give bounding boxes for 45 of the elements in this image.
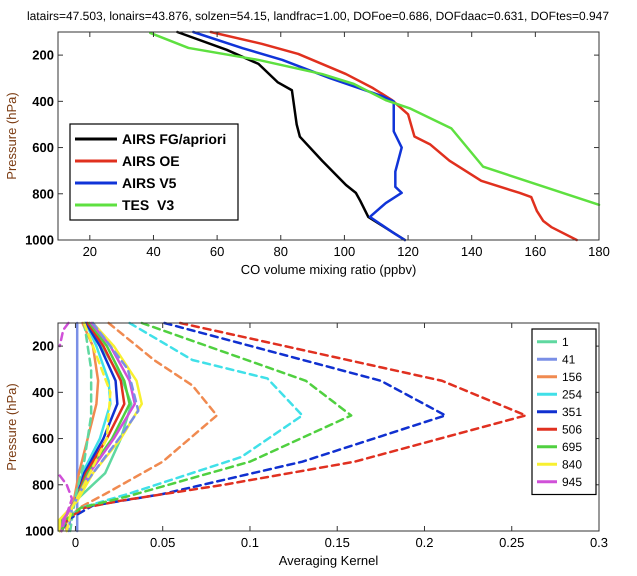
x-tick-label: 100 <box>334 244 356 259</box>
y-tick-label: 400 <box>32 94 54 109</box>
legend-label: 945 <box>562 474 582 489</box>
legend-label: 840 <box>562 457 582 472</box>
legend-label: AIRS OE <box>122 152 180 169</box>
legend-label: 156 <box>562 370 582 384</box>
y-tick-label: 200 <box>32 338 54 354</box>
legend-label: 41 <box>562 352 576 366</box>
x-tick-label: 60 <box>210 244 224 259</box>
x-tick-label: 160 <box>524 244 546 259</box>
x-tick-label: 180 <box>588 244 610 259</box>
y-tick-label: 200 <box>32 48 54 63</box>
x-tick-label: 0.2 <box>415 535 434 550</box>
y-axis-title: Pressure (hPa) <box>4 92 19 180</box>
x-tick-label: 80 <box>274 244 288 259</box>
chart-title: latairs=47.503, lonairs=43.876, solzen=54.15, landfrac=1.00, DOFoe=0.686, DOFdaac=0.631, DOFtes=0.947 <box>26 9 610 23</box>
legend-label: 695 <box>562 440 582 454</box>
x-tick-label: 40 <box>146 244 161 259</box>
legend-label: AIRS FG/apriori <box>122 130 226 147</box>
x-axis-title: CO volume mixing ratio (ppbv) <box>240 262 416 277</box>
y-tick-label: 1000 <box>25 232 54 248</box>
x-axis-title: Averaging Kernel <box>278 553 378 568</box>
legend-label: TES V3 <box>122 196 174 213</box>
x-tick-label: 0.1 <box>240 535 260 550</box>
x-tick-label: 0.25 <box>499 535 524 550</box>
legend-label: 1 <box>562 334 569 349</box>
legend-label: 506 <box>562 422 582 436</box>
y-tick-label: 400 <box>32 384 54 400</box>
y-tick-label: 1000 <box>25 524 54 539</box>
line-series <box>60 322 218 532</box>
x-tick-label: 120 <box>397 244 419 259</box>
legend-label: 351 <box>562 404 582 419</box>
y-tick-label: 800 <box>32 477 54 492</box>
y-axis-title: Pressure (hPa) <box>4 383 19 471</box>
x-tick-label: 0.05 <box>150 535 176 550</box>
legend-label: AIRS V5 <box>122 174 177 191</box>
y-tick-label: 600 <box>32 140 54 156</box>
x-tick-label: 20 <box>82 244 98 259</box>
legend-label: 254 <box>562 387 582 402</box>
y-tick-label: 800 <box>32 186 54 202</box>
x-tick-label: 0 <box>72 535 80 550</box>
y-tick-label: 600 <box>32 431 54 446</box>
x-tick-label: 0.15 <box>324 535 350 550</box>
x-tick-label: 140 <box>460 244 483 259</box>
x-tick-label: 0.3 <box>590 535 608 550</box>
